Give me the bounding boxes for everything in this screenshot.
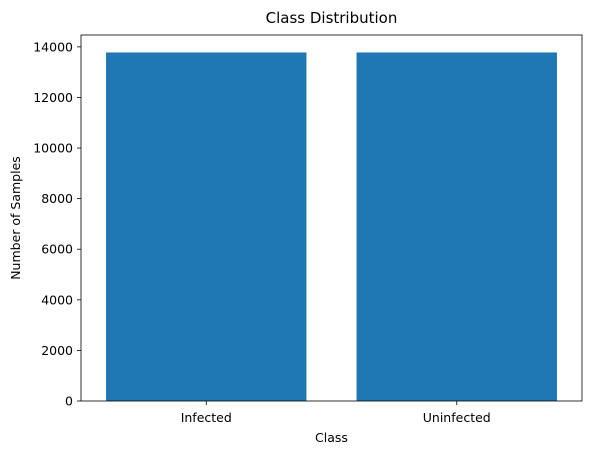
y-tick-label: 14000	[33, 39, 73, 54]
y-axis-label: Number of Samples	[8, 156, 23, 280]
y-tick-label: 8000	[41, 191, 73, 206]
bar-uninfected	[356, 52, 557, 402]
x-tick-label: Infected	[181, 410, 232, 425]
x-axis-ticks: Infected Uninfected	[181, 401, 491, 425]
y-tick-label: 4000	[41, 292, 73, 307]
y-tick-label: 12000	[33, 90, 73, 105]
x-axis-label: Class	[315, 430, 348, 445]
y-axis-ticks: 0 2000 4000 6000 8000 10000 12000 14000	[33, 39, 81, 409]
bar-infected	[106, 52, 307, 402]
y-tick-label: 6000	[41, 242, 73, 257]
x-tick-label: Uninfected	[423, 410, 491, 425]
chart-title: Class Distribution	[266, 9, 398, 27]
plot-frame	[80, 34, 583, 402]
bars-group	[106, 52, 557, 402]
y-tick-label: 0	[65, 394, 73, 409]
y-tick-label: 2000	[41, 343, 73, 358]
y-tick-label: 10000	[33, 141, 73, 156]
